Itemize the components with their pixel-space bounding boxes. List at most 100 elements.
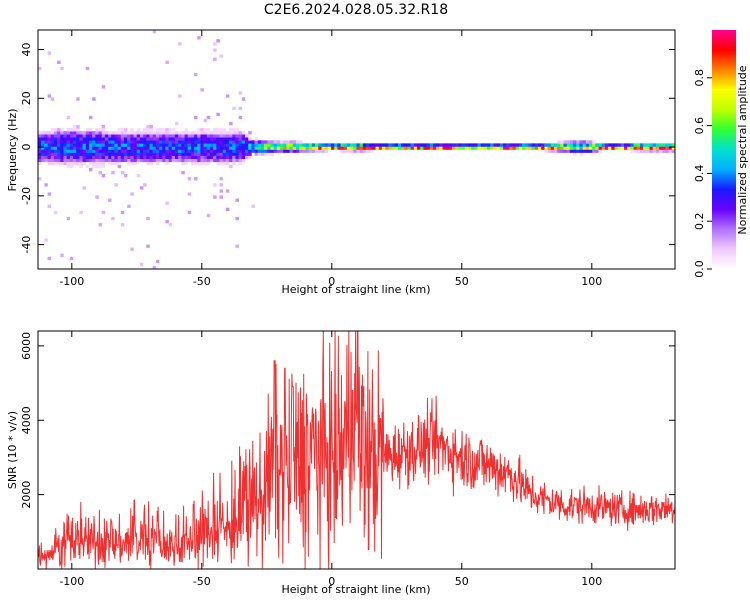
spectrogram-cell xyxy=(394,143,399,147)
spectrogram-cell xyxy=(213,48,217,52)
spectrogram-cell xyxy=(184,134,188,138)
spectrogram-cell xyxy=(257,152,262,156)
spectrogram-cell xyxy=(280,146,284,150)
spectrogram-cell xyxy=(229,128,233,132)
spectrogram-cell xyxy=(120,170,125,175)
spectrogram-cell xyxy=(633,149,638,153)
spectrogram-cell xyxy=(57,137,61,141)
spectrogram-cell xyxy=(98,131,102,135)
spectrogram-cell xyxy=(359,149,364,153)
spectrogram-cell xyxy=(407,143,411,147)
spectrogram-cell xyxy=(66,143,71,147)
spectrogram-cell xyxy=(206,128,211,132)
spectrogram-cell xyxy=(315,149,319,153)
spectrogram-cell xyxy=(206,146,211,150)
spectrogram-cell xyxy=(241,97,246,101)
spectrogram-cell xyxy=(60,66,64,71)
spectrogram-cell xyxy=(95,131,99,135)
spectrogram-y-tick-label: -40 xyxy=(20,236,33,254)
spectrogram-cell xyxy=(356,149,360,153)
spectrogram-cell xyxy=(576,149,580,153)
spectrogram-cell xyxy=(366,143,370,147)
spectrogram-cell xyxy=(60,131,64,135)
spectrogram-cell xyxy=(589,146,593,150)
spectrogram-cell xyxy=(378,146,383,150)
spectrogram-cell xyxy=(563,149,567,153)
spectrogram-cell xyxy=(346,149,351,153)
spectrogram-cell xyxy=(73,140,77,144)
spectrogram-cell xyxy=(235,134,239,138)
spectrogram-cell xyxy=(585,149,590,153)
spectrogram-cell xyxy=(171,140,176,144)
spectrogram-cell xyxy=(190,140,195,144)
spectrogram-cell xyxy=(174,140,179,144)
spectrogram-cell xyxy=(190,143,195,147)
spectrogram-cell xyxy=(248,140,252,144)
spectrogram-cell xyxy=(260,140,265,144)
spectrogram-cell xyxy=(124,146,128,150)
spectrogram-cell xyxy=(235,137,239,141)
spectrogram-cell xyxy=(668,143,673,147)
spectrogram-cell xyxy=(76,137,80,141)
spectrogram-cell xyxy=(104,158,109,163)
spectrogram-cell xyxy=(146,143,150,147)
spectrogram-cell xyxy=(197,158,201,163)
spectrogram-cell xyxy=(60,152,64,156)
spectrogram-cell xyxy=(235,155,239,159)
spectrogram-y-tick-label: -20 xyxy=(20,187,33,205)
spectrogram-cell xyxy=(206,149,211,153)
spectrogram-cell xyxy=(187,140,192,144)
spectrogram-cell xyxy=(82,149,87,153)
spectrogram-cell xyxy=(73,146,77,150)
spectrogram-cell xyxy=(127,146,131,150)
spectrogram-cell xyxy=(108,198,112,202)
spectrogram-cell xyxy=(60,134,64,138)
spectrogram-cell xyxy=(111,137,115,141)
spectrogram-cell xyxy=(120,149,125,153)
spectrogram-cell xyxy=(57,134,61,138)
spectrogram-cell xyxy=(264,146,268,150)
spectrogram-cell xyxy=(104,155,109,159)
spectrogram-cell xyxy=(464,143,469,147)
spectrogram-cell xyxy=(295,149,300,153)
spectrogram-cell xyxy=(229,158,233,163)
spectrogram-cell xyxy=(235,140,239,144)
spectrogram-cell xyxy=(480,146,485,150)
spectrogram-cell xyxy=(88,140,93,144)
spectrogram-cell xyxy=(168,146,173,150)
spectrogram-cell xyxy=(219,195,224,199)
spectrogram-cell xyxy=(557,146,561,150)
spectrogram-cell xyxy=(292,143,297,147)
spectrogram-cell xyxy=(88,131,93,135)
spectrogram-cell xyxy=(200,134,204,138)
spectrogram-cell xyxy=(311,149,316,153)
spectrogram-cell xyxy=(139,131,144,135)
spectrogram-cell xyxy=(229,152,233,156)
snr-panel: -100 -50 0 50 100 6000 4000 2000 Height of str… xyxy=(6,330,676,596)
spectrogram-cell xyxy=(200,143,204,147)
spectrogram-cell xyxy=(216,39,220,43)
spectrogram-cell xyxy=(130,192,134,196)
spectrogram-cell xyxy=(477,146,482,150)
spectrogram-cell xyxy=(174,143,179,147)
spectrogram-cell xyxy=(190,146,195,150)
spectrogram-cell xyxy=(646,143,650,147)
spectrogram-cell xyxy=(391,143,396,147)
spectrogram-cell xyxy=(366,146,370,150)
spectrogram-cell xyxy=(200,146,204,150)
spectrogram-cell xyxy=(407,146,411,150)
spectrogram-cell xyxy=(165,161,169,166)
spectrogram-cell xyxy=(38,158,42,163)
spectrogram-cell xyxy=(318,146,322,150)
spectrogram-cell xyxy=(178,134,182,138)
spectrogram-cell xyxy=(44,155,48,159)
spectrogram-cell xyxy=(85,134,90,138)
spectrogram-cell xyxy=(225,152,230,156)
spectrogram-cell xyxy=(88,143,93,147)
spectrogram-cell xyxy=(181,146,185,150)
spectrogram-cell xyxy=(66,155,71,159)
spectrogram-cell xyxy=(245,155,249,159)
spectrogram-cell xyxy=(63,146,67,150)
spectrogram-cell xyxy=(101,131,106,135)
